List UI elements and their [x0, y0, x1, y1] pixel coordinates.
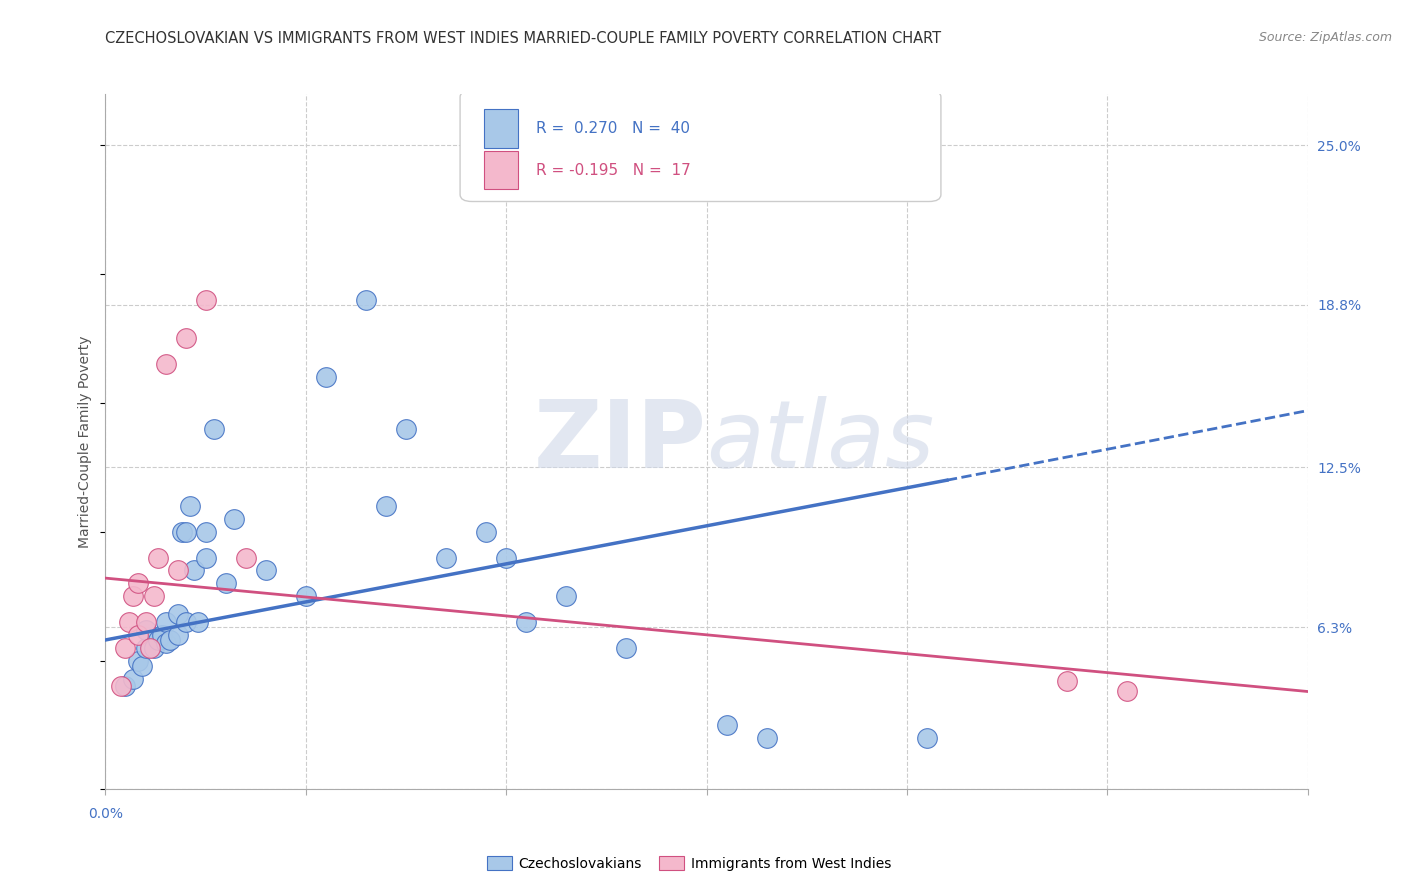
FancyBboxPatch shape: [484, 151, 517, 189]
Legend: Czechoslovakians, Immigrants from West Indies: Czechoslovakians, Immigrants from West I…: [481, 851, 897, 876]
Point: [315, 370, 337, 384]
Point: [254, 563, 277, 577]
Y-axis label: Married-Couple Family Poverty: Married-Couple Family Poverty: [79, 335, 93, 548]
Point: [174, 524, 197, 539]
Point: [495, 550, 517, 565]
Point: [183, 563, 205, 577]
Point: [142, 589, 165, 603]
Point: [114, 640, 136, 655]
Point: [202, 422, 225, 436]
Point: [434, 550, 457, 565]
Point: [127, 628, 149, 642]
Point: [187, 615, 209, 629]
Point: [395, 422, 418, 436]
Point: [1116, 684, 1139, 698]
Point: [155, 615, 177, 629]
Text: CZECHOSLOVAKIAN VS IMMIGRANTS FROM WEST INDIES MARRIED-COUPLE FAMILY POVERTY COR: CZECHOSLOVAKIAN VS IMMIGRANTS FROM WEST …: [105, 31, 942, 46]
Point: [214, 576, 236, 591]
Point: [475, 524, 498, 539]
FancyBboxPatch shape: [484, 110, 517, 147]
Point: [235, 550, 257, 565]
Point: [174, 615, 197, 629]
Point: [179, 499, 201, 513]
Point: [354, 293, 377, 307]
Point: [131, 658, 153, 673]
Point: [155, 357, 177, 371]
Point: [194, 293, 217, 307]
Text: 0.0%: 0.0%: [89, 806, 122, 821]
Point: [222, 512, 245, 526]
Point: [616, 640, 638, 655]
Point: [138, 640, 160, 655]
Text: Source: ZipAtlas.com: Source: ZipAtlas.com: [1258, 31, 1392, 45]
Point: [716, 718, 738, 732]
Point: [142, 640, 165, 655]
Point: [114, 679, 136, 693]
Point: [146, 632, 169, 647]
Point: [174, 331, 197, 345]
Point: [515, 615, 537, 629]
Point: [127, 654, 149, 668]
Point: [135, 640, 157, 655]
Point: [374, 499, 398, 513]
Point: [1056, 674, 1078, 689]
Point: [155, 635, 177, 649]
Point: [122, 672, 145, 686]
Point: [915, 731, 938, 745]
Point: [194, 550, 217, 565]
Point: [166, 607, 188, 622]
Point: [122, 589, 145, 603]
Point: [555, 589, 578, 603]
Point: [135, 615, 157, 629]
Point: [110, 679, 132, 693]
Point: [150, 628, 173, 642]
Point: [159, 632, 181, 647]
FancyBboxPatch shape: [460, 90, 941, 202]
Point: [166, 563, 188, 577]
Point: [135, 623, 157, 637]
Text: R = -0.195   N =  17: R = -0.195 N = 17: [536, 162, 690, 178]
Text: R =  0.270   N =  40: R = 0.270 N = 40: [536, 121, 690, 136]
Point: [127, 576, 149, 591]
Text: atlas: atlas: [707, 396, 935, 487]
Point: [755, 731, 778, 745]
Point: [194, 524, 217, 539]
Point: [166, 628, 188, 642]
Text: ZIP: ZIP: [534, 395, 707, 488]
Point: [146, 550, 169, 565]
Point: [170, 524, 193, 539]
Point: [118, 615, 141, 629]
Point: [295, 589, 318, 603]
